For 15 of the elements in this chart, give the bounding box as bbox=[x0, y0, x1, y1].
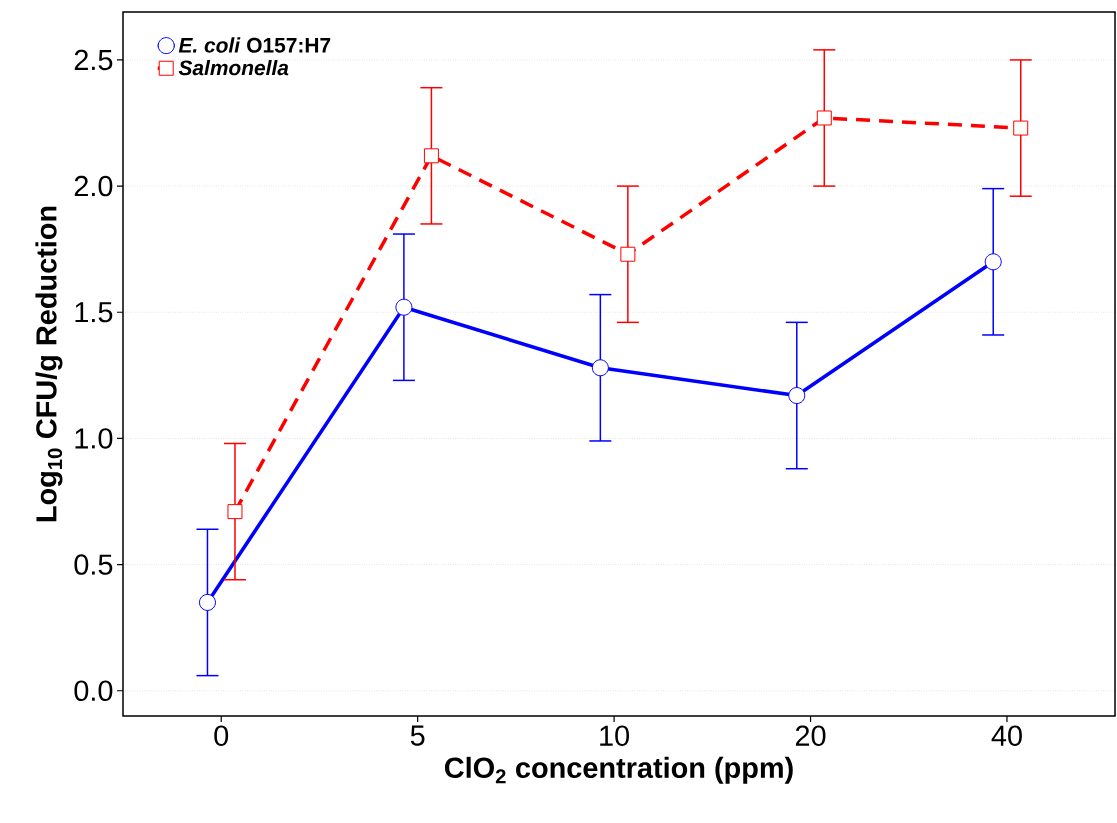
x-tick-label: 0 bbox=[214, 725, 229, 746]
y-tick-label: 0.0 bbox=[74, 680, 113, 701]
x-tick-label: 20 bbox=[795, 725, 826, 746]
x-axis-title: ClO$_{2}$ concentration (ppm) bbox=[444, 756, 793, 784]
x-tick-label: 40 bbox=[991, 725, 1022, 746]
y-tick-label: 2.0 bbox=[74, 175, 113, 197]
legend-label: E. coli O157:H7 bbox=[178, 37, 331, 53]
x-tick-label: 10 bbox=[600, 725, 630, 746]
y-axis-title: Log$_{10}$ CFU/g Reduction bbox=[35, 206, 63, 522]
y-tick-label: 0.5 bbox=[74, 554, 113, 575]
y-tick-label: 2.5 bbox=[74, 49, 113, 71]
legend-label: Salmonella bbox=[178, 59, 289, 76]
x-tick-label: 5 bbox=[410, 725, 425, 746]
y-tick-label: 1.0 bbox=[75, 428, 113, 449]
y-tick-label: 1.5 bbox=[75, 302, 113, 323]
